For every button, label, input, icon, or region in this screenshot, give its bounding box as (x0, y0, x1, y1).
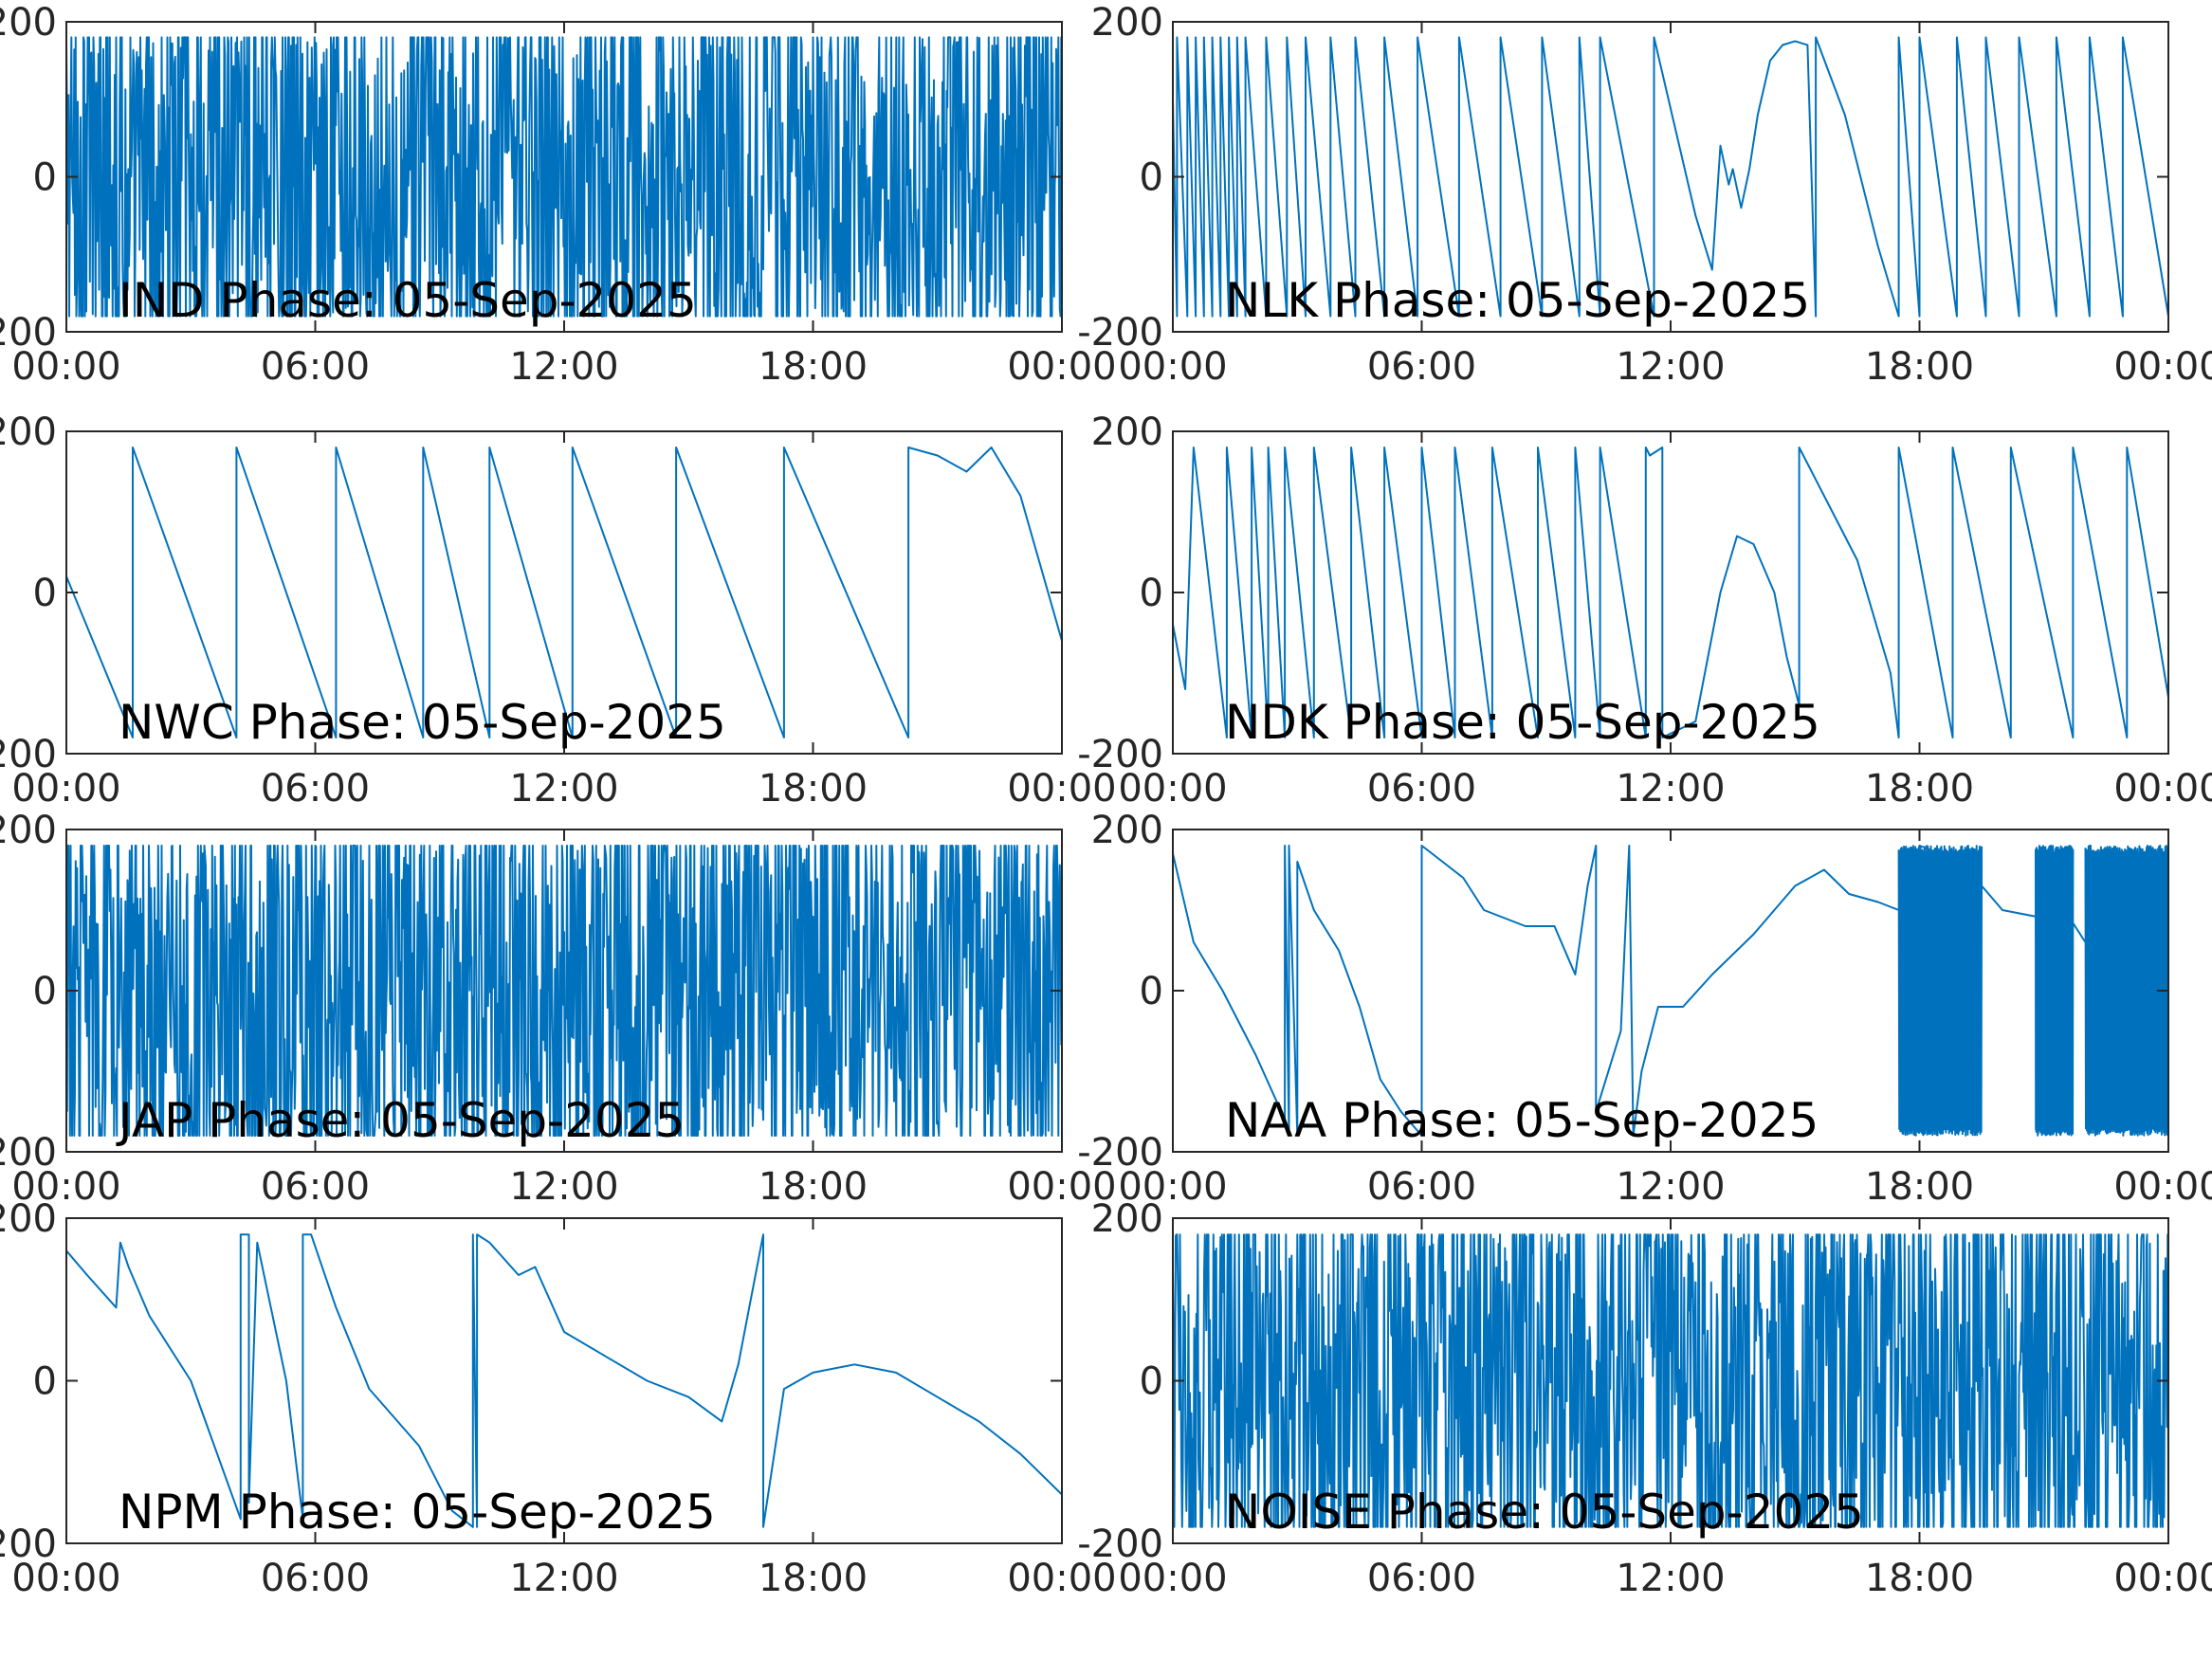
x-tick-label: 12:00 (509, 1165, 618, 1209)
y-tick-label: 0 (1140, 970, 1163, 1013)
axes-panel-4: -200 0 200 00:00 06:00 12:00 18:00 00:00 NDK Pha… (1077, 410, 2212, 811)
y-tick-label: 0 (33, 572, 57, 615)
x-tick-label: 00:00 (2113, 1165, 2212, 1209)
series-line-1 (66, 36, 1062, 318)
y-tick-label: 200 (1091, 410, 1163, 454)
x-tick-label: 00:00 (1118, 767, 1227, 811)
y-tick-label: -200 (1077, 1131, 1163, 1175)
x-tick-label: 06:00 (261, 767, 370, 811)
y-tick-label: -200 (0, 733, 57, 776)
x-tick-label: 12:00 (509, 345, 618, 389)
panel-title: NPM Phase: 05-Sep-2025 (119, 1485, 716, 1540)
y-tick-label: -200 (0, 1522, 57, 1566)
x-tick-label: 12:00 (1616, 1557, 1725, 1600)
y-tick-label: 200 (0, 1197, 57, 1241)
x-tick-label: 18:00 (759, 767, 868, 811)
x-tick-label: 12:00 (1616, 345, 1725, 389)
y-tick-label: 0 (33, 1360, 57, 1404)
panel-title: NOISE Phase: 05-Sep-2025 (1225, 1485, 1864, 1540)
y-tick-label: 200 (0, 1, 57, 45)
series-line-7 (66, 1233, 1062, 1528)
series-line-8 (1173, 1233, 2168, 1528)
panel-title: NAA Phase: 05-Sep-2025 (1225, 1093, 1819, 1148)
series-line-6 (1173, 845, 2168, 1137)
x-tick-label: 00:00 (1007, 1557, 1116, 1600)
panel-title: NLK Phase: 05-Sep-2025 (1225, 273, 1810, 328)
x-tick-label: 12:00 (1616, 767, 1725, 811)
y-tick-label: -200 (1077, 1522, 1163, 1566)
x-tick-label: 12:00 (509, 1557, 618, 1600)
y-tick-label: 0 (1140, 1360, 1163, 1404)
x-tick-label: 00:00 (1007, 345, 1116, 389)
axes-panel-6: -200 0 200 00:00 06:00 12:00 18:00 00:00 NAA Pha… (1077, 809, 2212, 1209)
panel-title: JAP Phase: 05-Sep-2025 (116, 1093, 685, 1148)
x-tick-label: 18:00 (759, 1557, 868, 1600)
x-tick-label: 00:00 (11, 1165, 120, 1209)
y-tick-label: 200 (0, 809, 57, 852)
y-tick-label: 0 (33, 970, 57, 1013)
x-tick-label: 18:00 (1865, 345, 1974, 389)
x-tick-label: 00:00 (11, 767, 120, 811)
y-tick-label: -200 (1077, 311, 1163, 355)
series-line-5 (66, 845, 1062, 1137)
x-tick-label: 00:00 (2113, 1557, 2212, 1600)
x-tick-label: 00:00 (1118, 1557, 1227, 1600)
x-tick-label: 06:00 (1367, 767, 1476, 811)
series-line-2 (1173, 36, 2168, 318)
panel-title: IND Phase: 05-Sep-2025 (119, 273, 697, 328)
x-tick-label: 18:00 (759, 1165, 868, 1209)
x-tick-label: 18:00 (1865, 767, 1974, 811)
x-tick-label: 00:00 (2113, 345, 2212, 389)
panel-title: NDK Phase: 05-Sep-2025 (1225, 695, 1820, 750)
x-tick-label: 06:00 (261, 1165, 370, 1209)
x-tick-label: 18:00 (759, 345, 868, 389)
axes-panel-2: -200 0 200 00:00 06:00 12:00 18:00 00:00 NLK Pha… (1077, 1, 2212, 389)
panel-title: NWC Phase: 05-Sep-2025 (119, 695, 726, 750)
x-tick-label: 00:00 (1007, 1165, 1116, 1209)
x-tick-label: 06:00 (261, 345, 370, 389)
x-tick-label: 00:00 (2113, 767, 2212, 811)
x-tick-label: 00:00 (1118, 1165, 1227, 1209)
y-tick-label: 0 (1140, 156, 1163, 200)
series-line-3 (66, 447, 1062, 738)
x-tick-label: 06:00 (261, 1557, 370, 1600)
x-tick-label: 00:00 (11, 1557, 120, 1600)
x-tick-label: 18:00 (1865, 1557, 1974, 1600)
x-tick-label: 06:00 (1367, 1557, 1476, 1600)
axes-panel-5: -200 0 200 00:00 06:00 12:00 18:00 00:00 JAP Pha… (0, 809, 1117, 1209)
x-tick-label: 00:00 (1118, 345, 1227, 389)
axes-panel-7: -200 0 200 00:00 06:00 12:00 18:00 00:00 NPM Pha… (0, 1197, 1117, 1600)
y-tick-label: 0 (33, 156, 57, 200)
y-tick-label: -200 (0, 1131, 57, 1175)
y-tick-label: 0 (1140, 572, 1163, 615)
y-tick-label: -200 (1077, 733, 1163, 776)
series-line-4 (1173, 447, 2168, 738)
y-tick-label: 200 (0, 410, 57, 454)
x-tick-label: 12:00 (509, 767, 618, 811)
x-tick-label: 06:00 (1367, 345, 1476, 389)
x-tick-label: 18:00 (1865, 1165, 1974, 1209)
x-tick-label: 12:00 (1616, 1165, 1725, 1209)
x-tick-label: 00:00 (1007, 767, 1116, 811)
y-tick-label: 200 (1091, 1197, 1163, 1241)
x-tick-label: 00:00 (11, 345, 120, 389)
axes-panel-3: -200 0 200 00:00 06:00 12:00 18:00 00:00 NWC Pha… (0, 410, 1117, 811)
x-tick-label: 06:00 (1367, 1165, 1476, 1209)
y-tick-label: 200 (1091, 809, 1163, 852)
y-tick-label: -200 (0, 311, 57, 355)
axes-panel-8: -200 0 200 00:00 06:00 12:00 18:00 00:00 NOISE P… (1077, 1197, 2212, 1600)
axes-panel-1: -200 0 200 00:00 06:00 12:00 18:00 00:00 IND Pha… (0, 1, 1117, 389)
y-tick-label: 200 (1091, 1, 1163, 45)
